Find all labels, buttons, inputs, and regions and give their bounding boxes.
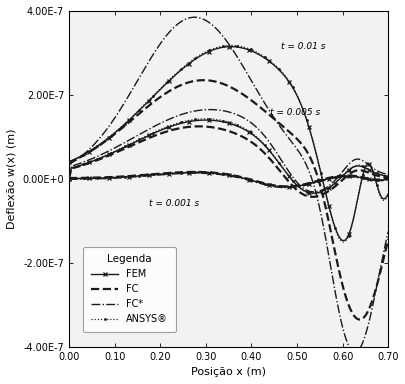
Text: t = 0.005 s: t = 0.005 s [269,108,319,117]
Text: t = 0.001 s: t = 0.001 s [149,199,198,208]
Legend: FEM, FC, FC*, ANSYS®: FEM, FC, FC*, ANSYS® [83,247,175,332]
Y-axis label: Deflexão w(x) (m): Deflexão w(x) (m) [7,129,17,229]
X-axis label: Posição x (m): Posição x (m) [191,367,266,377]
Text: t = 0.01 s: t = 0.01 s [280,42,325,51]
